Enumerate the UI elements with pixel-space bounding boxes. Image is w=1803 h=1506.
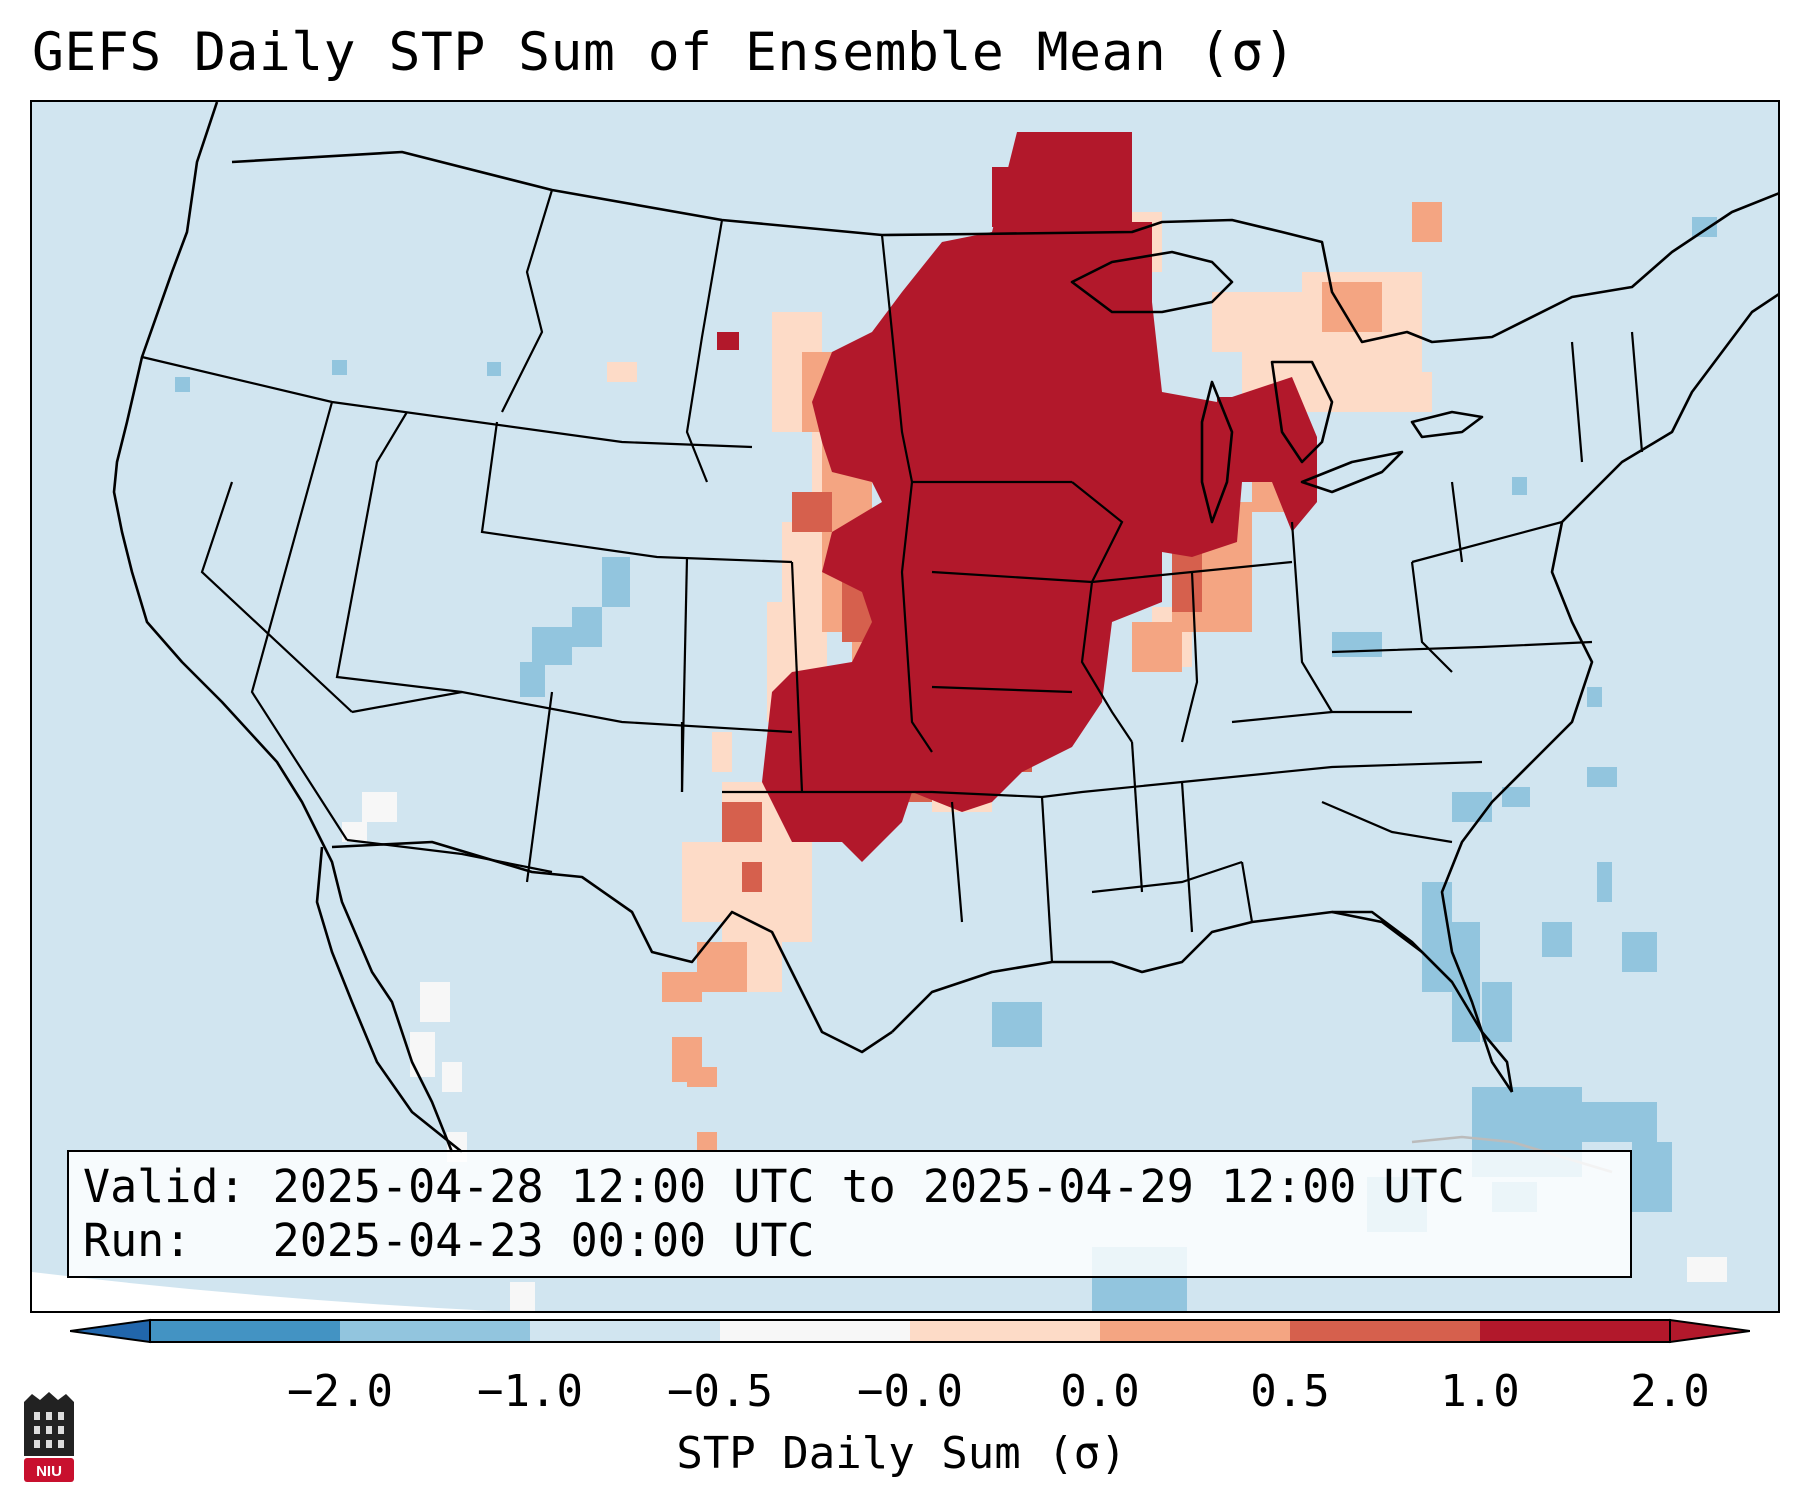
- colorbar-tick-label: −0.5: [667, 1366, 773, 1417]
- lake-michigan: [1200, 380, 1234, 524]
- lake-ontario: [1410, 410, 1484, 439]
- niu-logo: NIU: [24, 1392, 74, 1482]
- map-svg: [32, 102, 1778, 1311]
- extreme-positive-swath: [762, 132, 1317, 862]
- run-value: 2025-04-23 00:00 UTC: [272, 1214, 815, 1267]
- colorbar-tick-label: 2.0: [1630, 1366, 1710, 1417]
- dakota-patch: [992, 167, 1042, 227]
- pacific-coast: [112, 102, 454, 1153]
- colorbar-segment-4: [910, 1320, 1101, 1342]
- colorbar-title: STP Daily Sum (σ): [676, 1428, 1127, 1479]
- state-borders: [141, 189, 1644, 963]
- valid-label: Valid:: [83, 1160, 246, 1213]
- logo-badge: [24, 1458, 74, 1482]
- colorbar: [70, 1318, 1750, 1344]
- colorbar-tick-label: 0.0: [1060, 1366, 1140, 1417]
- montana-patch: [717, 332, 739, 350]
- colorbar-extend-low: [70, 1318, 151, 1344]
- colorbar-segment-7: [1480, 1320, 1671, 1342]
- logo-text: NIU: [36, 1463, 62, 1480]
- colorbar-segment-6: [1290, 1320, 1481, 1342]
- canada-border: [231, 150, 1778, 344]
- colorbar-segment-1: [340, 1320, 531, 1342]
- lake-patch: [1217, 397, 1277, 432]
- florida: [1331, 910, 1453, 983]
- valid-run-info-box: Valid: 2025-04-28 12:00 UTC to 2025-04-2…: [67, 1150, 1632, 1278]
- colorbar-segment-3: [720, 1320, 911, 1342]
- colorbar-tick-label: 0.5: [1250, 1366, 1330, 1417]
- colorbar-outline: [149, 1319, 1671, 1343]
- colorbar-segments: [150, 1320, 1671, 1342]
- lake-superior: [1070, 250, 1234, 314]
- baja-coast: [315, 846, 463, 1154]
- colorbar-tick-label: −1.0: [477, 1366, 583, 1417]
- run-label: Run:: [83, 1214, 192, 1267]
- projection-edge: [32, 1272, 495, 1311]
- colorbar-tick-label: −0.0: [857, 1366, 963, 1417]
- stp-field: [175, 132, 1727, 1311]
- colorbar-tick-label: −2.0: [287, 1366, 393, 1417]
- colorbar-segment-5: [1100, 1320, 1291, 1342]
- colorbar-segment-0: [150, 1320, 341, 1342]
- atlantic-coast: [1440, 293, 1778, 1093]
- lake-erie: [1300, 450, 1404, 494]
- near-zero-areas: [342, 792, 1727, 1311]
- gulf-coast: [891, 910, 1514, 1093]
- colorbar-segment-2: [530, 1320, 721, 1342]
- colorbar-tick-label: 1.0: [1440, 1366, 1520, 1417]
- mexico-border: [331, 840, 893, 1054]
- colorbar-extend-high: [1669, 1318, 1750, 1344]
- map-panel: [30, 100, 1780, 1313]
- chart-title: GEFS Daily STP Sum of Ensemble Mean (σ): [32, 22, 1296, 83]
- lake-huron: [1270, 360, 1334, 464]
- valid-value: 2025-04-28 12:00 UTC to 2025-04-29 12:00…: [272, 1160, 1465, 1213]
